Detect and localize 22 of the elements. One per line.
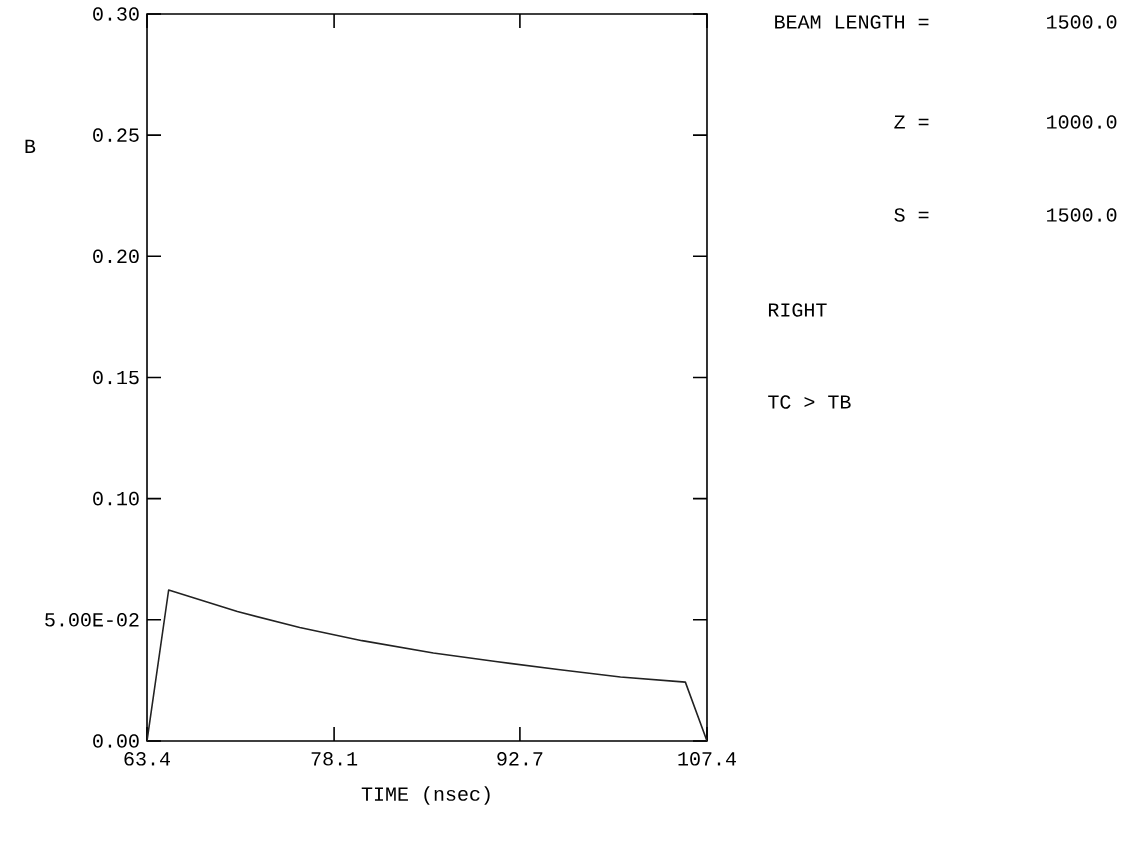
x-tick-label: 92.7 [497,752,543,766]
y-tick-label: 5.00E-02 [45,613,139,627]
text: TC > TB [768,395,851,409]
y-tick-label: 0.30 [93,7,139,21]
text: BEAM LENGTH = [775,15,929,29]
x-tick-label: 78.1 [311,752,358,766]
y-tick-label: 0.00 [93,734,139,748]
y-tick-label: 0.10 [93,491,139,506]
text: S = [894,208,929,222]
y-tick-label: 0.20 [93,249,139,264]
y-axis-title: B [25,139,36,153]
text: Z = [894,115,929,129]
x-tick-label: 63.4 [124,752,170,766]
text: 1000.0 [1047,115,1117,129]
y-tick-label: 0.15 [93,370,139,385]
text: RIGHT [768,303,827,317]
x-axis-title: TIME (nsec) [361,786,490,805]
line-series [147,589,707,741]
text: 1500.0 [1047,208,1117,222]
text: 1500.0 [1047,15,1117,29]
y-tick-label: 0.25 [93,128,139,142]
x-tick-label: 107.4 [678,752,736,766]
